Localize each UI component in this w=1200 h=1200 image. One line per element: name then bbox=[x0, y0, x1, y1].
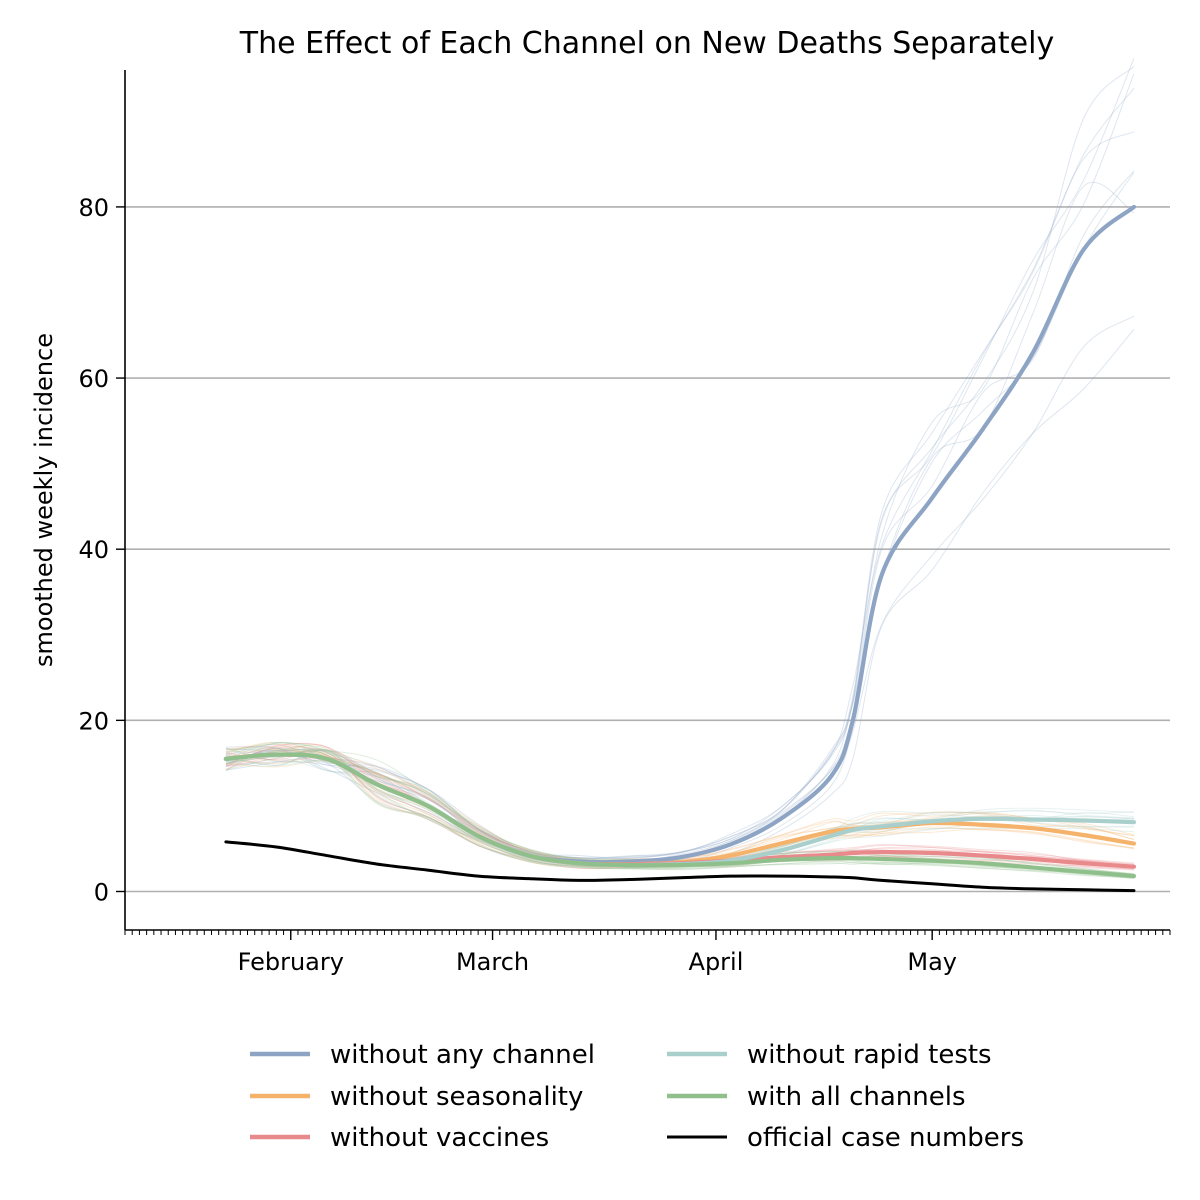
simulation-run-2 bbox=[225, 750, 1134, 871]
legend-label-2: without vaccines bbox=[330, 1123, 549, 1153]
simulation-run-0 bbox=[225, 181, 1135, 863]
chart-title: The Effect of Each Channel on New Deaths… bbox=[239, 26, 1054, 61]
simulation-run-0 bbox=[225, 170, 1135, 863]
simulation-run-0 bbox=[225, 73, 1135, 860]
x-tick-label-1: March bbox=[456, 948, 529, 976]
simulation-run-0 bbox=[225, 58, 1135, 860]
simulation-run-1 bbox=[225, 750, 1135, 863]
simulation-run-0 bbox=[225, 65, 1135, 859]
series-line-4 bbox=[223, 752, 1137, 879]
simulation-run-0 bbox=[225, 172, 1135, 862]
x-tick-label-2: April bbox=[689, 948, 744, 976]
legend-label-0: without any channel bbox=[330, 1040, 595, 1070]
legend-label-5: official case numbers bbox=[747, 1123, 1024, 1153]
simulation-run-1 bbox=[225, 749, 1135, 862]
y-tick-label-60: 60 bbox=[78, 365, 109, 393]
legend-label-4: with all channels bbox=[747, 1082, 966, 1112]
legend: without any channel without seasonality wi… bbox=[250, 1040, 1024, 1153]
simulation-run-4 bbox=[225, 747, 1135, 879]
series-layer bbox=[223, 204, 1137, 893]
simulation-runs-layer bbox=[225, 58, 1135, 879]
x-tick-label-0: February bbox=[238, 948, 344, 976]
legend-label-3: without rapid tests bbox=[747, 1040, 992, 1070]
grid-layer bbox=[125, 206, 1170, 893]
legend-label-1: without seasonality bbox=[330, 1082, 583, 1112]
simulation-run-4 bbox=[225, 751, 1135, 879]
simulation-run-0 bbox=[225, 315, 1135, 865]
y-axis-title: smoothed weekly incidence bbox=[30, 333, 58, 667]
simulation-run-0 bbox=[225, 88, 1135, 859]
y-tick-label-80: 80 bbox=[78, 194, 109, 222]
y-tick-label-40: 40 bbox=[78, 536, 109, 564]
x-tick-label-3: May bbox=[907, 948, 957, 976]
simulation-run-4 bbox=[225, 750, 1135, 878]
simulation-run-1 bbox=[225, 760, 1135, 862]
series-line-0 bbox=[223, 204, 1137, 865]
y-tick-label-20: 20 bbox=[78, 707, 109, 735]
simulation-run-4 bbox=[225, 745, 1134, 879]
simulation-run-1 bbox=[225, 749, 1135, 861]
simulation-run-3 bbox=[225, 742, 1134, 864]
series-line-5 bbox=[224, 840, 1136, 893]
axes-layer: 0 20 40 60 80 February March April May bbox=[78, 70, 1171, 976]
y-tick-label-0: 0 bbox=[94, 878, 109, 906]
simulation-run-0 bbox=[225, 131, 1135, 859]
simulation-run-1 bbox=[225, 746, 1135, 863]
